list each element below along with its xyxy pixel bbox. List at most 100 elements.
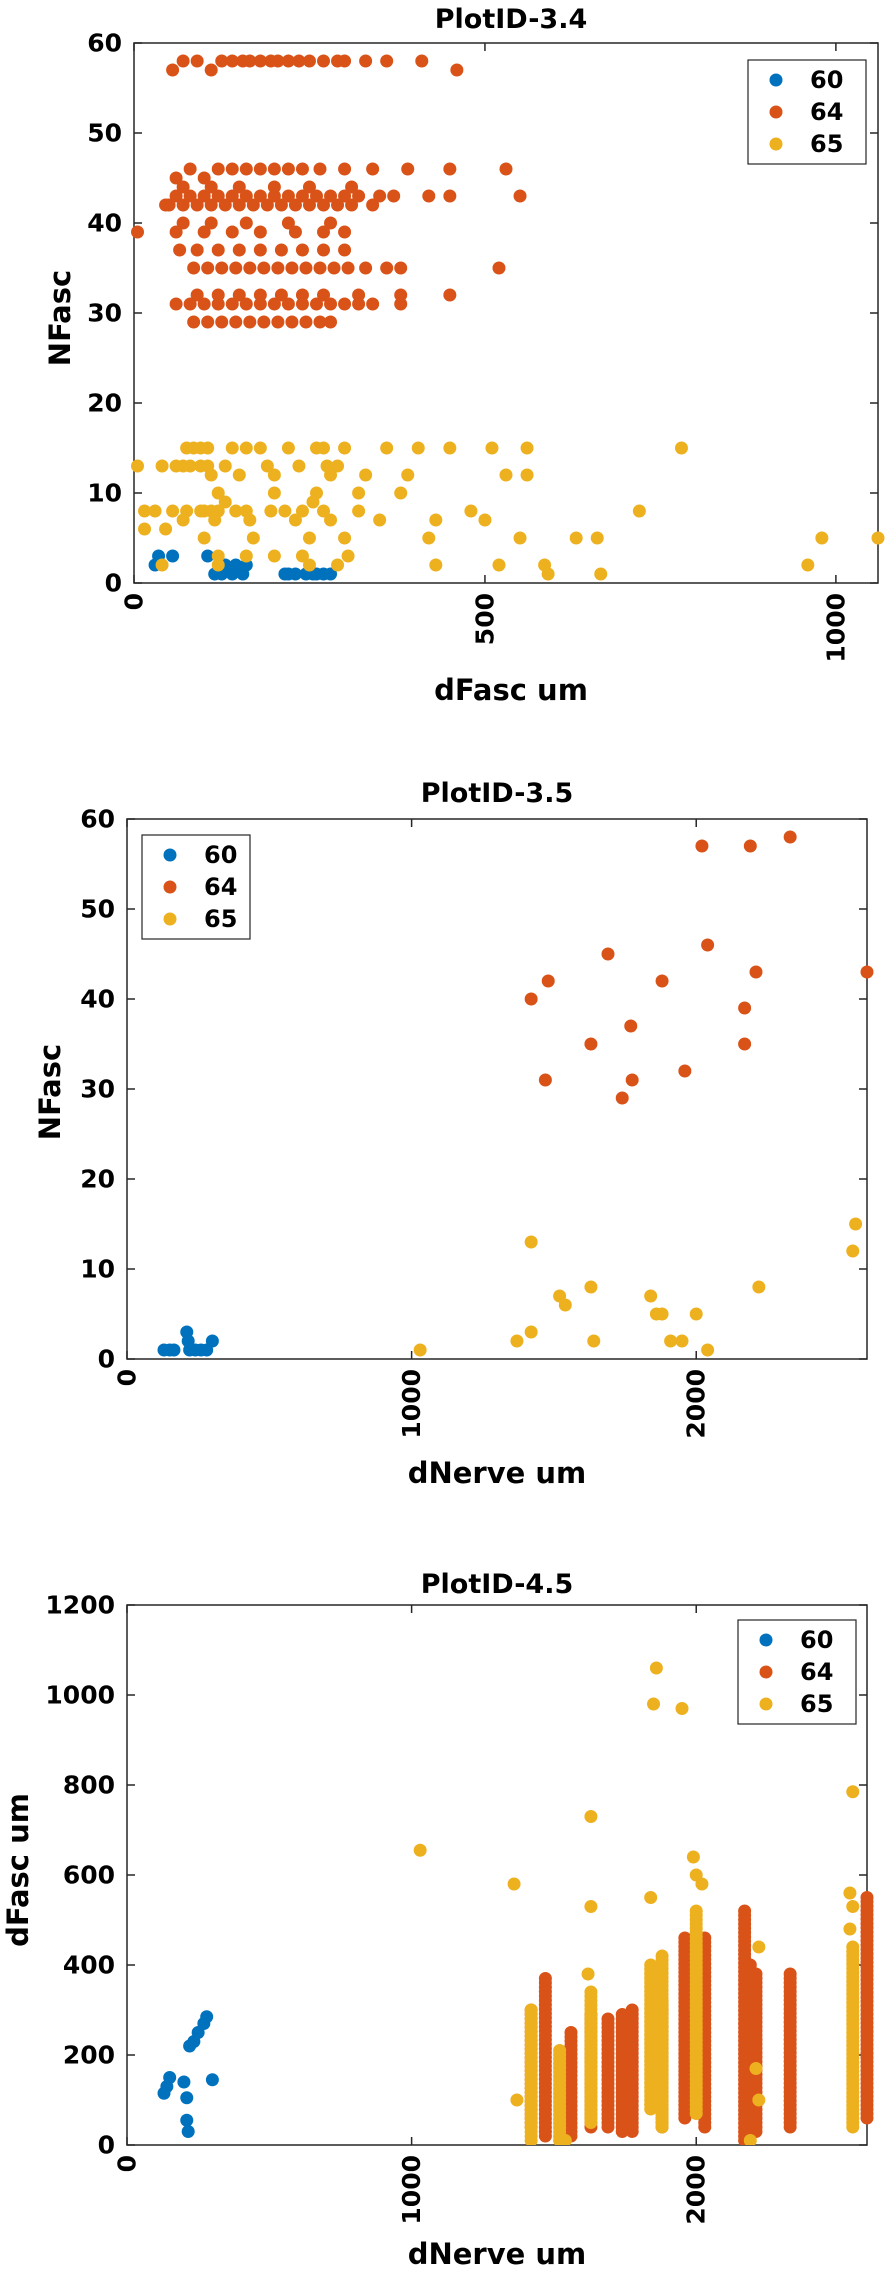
series-60 bbox=[157, 2010, 219, 2138]
y-tick-label: 200 bbox=[63, 2041, 115, 2070]
data-point bbox=[166, 63, 180, 77]
data-point bbox=[197, 225, 211, 239]
data-point bbox=[201, 261, 215, 275]
data-point bbox=[524, 2003, 538, 2017]
data-point bbox=[581, 1967, 595, 1981]
data-point bbox=[309, 189, 323, 203]
data-point bbox=[675, 1702, 689, 1715]
data-point bbox=[253, 243, 267, 257]
data-point bbox=[553, 2044, 567, 2057]
data-point bbox=[686, 1850, 700, 1864]
data-point bbox=[601, 2012, 615, 2026]
data-point bbox=[587, 1334, 601, 1348]
data-point bbox=[176, 216, 190, 230]
data-point bbox=[232, 468, 246, 482]
y-tick-label: 1200 bbox=[45, 1591, 115, 1620]
x-axis-label: dFasc um bbox=[434, 673, 588, 707]
series-60 bbox=[157, 1325, 219, 1357]
data-point bbox=[274, 243, 288, 257]
data-point bbox=[752, 1940, 766, 1954]
data-point bbox=[229, 315, 243, 329]
data-point bbox=[302, 180, 316, 194]
data-point bbox=[655, 1949, 669, 1963]
data-point bbox=[538, 1972, 552, 1985]
data-point bbox=[324, 567, 338, 581]
data-point bbox=[295, 162, 309, 176]
y-tick-label: 50 bbox=[87, 119, 122, 148]
data-point bbox=[176, 180, 190, 194]
data-point bbox=[752, 1280, 766, 1294]
data-point bbox=[541, 974, 555, 988]
data-point bbox=[345, 180, 359, 194]
data-point bbox=[678, 1064, 692, 1078]
data-point bbox=[345, 198, 359, 212]
y-axis-label: NFasc bbox=[43, 270, 77, 366]
data-point bbox=[615, 2008, 629, 2021]
data-point bbox=[359, 54, 373, 68]
data-point bbox=[271, 315, 285, 329]
data-point bbox=[313, 261, 327, 275]
y-axis-label: dFasc um bbox=[1, 1793, 35, 1947]
y-tick-label: 400 bbox=[63, 1951, 115, 1980]
data-point bbox=[159, 522, 173, 536]
data-point bbox=[243, 54, 257, 68]
data-point bbox=[271, 261, 285, 275]
data-point bbox=[524, 992, 538, 1006]
series-65 bbox=[131, 441, 885, 581]
data-point bbox=[538, 1073, 552, 1087]
data-point bbox=[590, 531, 604, 545]
data-point bbox=[197, 171, 211, 185]
data-point bbox=[338, 531, 352, 545]
legend-label: 60 bbox=[204, 841, 237, 869]
data-point bbox=[584, 1280, 598, 1294]
data-point bbox=[317, 441, 331, 455]
data-point bbox=[443, 162, 457, 176]
y-axis-label: NFasc bbox=[33, 1044, 67, 1140]
data-point bbox=[366, 297, 380, 311]
data-point bbox=[239, 297, 253, 311]
data-point bbox=[492, 558, 506, 572]
data-point bbox=[211, 189, 225, 203]
y-tick-label: 1000 bbox=[45, 1681, 115, 1710]
data-point bbox=[204, 180, 218, 194]
data-point bbox=[197, 531, 211, 545]
legend-box bbox=[747, 59, 867, 165]
data-point bbox=[317, 288, 331, 302]
data-point bbox=[624, 1019, 638, 1033]
data-point bbox=[253, 288, 267, 302]
data-point bbox=[594, 567, 608, 581]
data-point bbox=[738, 1037, 752, 1051]
data-point bbox=[169, 225, 183, 239]
data-point bbox=[524, 1235, 538, 1249]
data-point bbox=[131, 225, 145, 239]
legend-label: 60 bbox=[800, 1626, 833, 1654]
data-point bbox=[422, 531, 436, 545]
data-point bbox=[302, 531, 316, 545]
data-point bbox=[243, 513, 257, 527]
data-point bbox=[225, 225, 239, 239]
data-point bbox=[366, 198, 380, 212]
data-point bbox=[524, 1325, 538, 1339]
legend-box bbox=[737, 1619, 857, 1725]
data-point bbox=[306, 495, 320, 509]
data-point bbox=[860, 965, 874, 979]
data-point bbox=[267, 468, 281, 482]
y-tick-label: 10 bbox=[87, 479, 122, 508]
data-point bbox=[204, 198, 218, 212]
data-point bbox=[394, 261, 408, 275]
data-point bbox=[225, 441, 239, 455]
data-point bbox=[695, 839, 709, 853]
legend-marker bbox=[163, 848, 177, 862]
y-tick-label: 600 bbox=[63, 1861, 115, 1890]
data-point bbox=[246, 198, 260, 212]
data-point bbox=[317, 54, 331, 68]
y-tick-label: 50 bbox=[80, 895, 115, 924]
data-point bbox=[169, 297, 183, 311]
data-point bbox=[295, 297, 309, 311]
data-point bbox=[163, 2071, 177, 2084]
data-point bbox=[215, 261, 229, 275]
chart-title: PlotID-4.5 bbox=[421, 1569, 574, 1600]
data-point bbox=[285, 315, 299, 329]
data-point bbox=[655, 1307, 669, 1321]
data-point bbox=[211, 243, 225, 257]
